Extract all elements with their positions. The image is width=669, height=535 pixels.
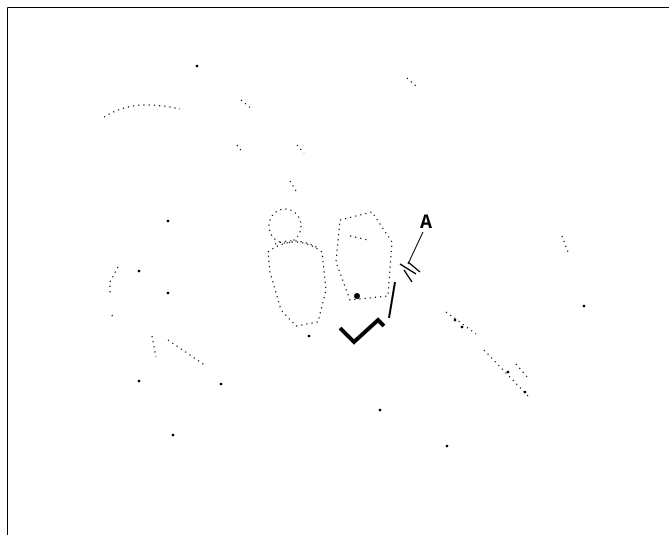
bold-check-shape [338, 317, 386, 345]
dot [219, 382, 223, 386]
center-pivot-dot [354, 293, 360, 299]
lower-left-linkage-bar [167, 339, 207, 367]
highlighted-components [338, 261, 421, 345]
dot [166, 219, 170, 223]
left-bracket-outline [109, 266, 119, 294]
lower-left-linkage [151, 335, 157, 358]
dot [195, 64, 199, 68]
central-housing-outline [335, 211, 393, 301]
central-cylinder-top [268, 208, 302, 244]
upper-middle-detail-c [296, 144, 305, 154]
housing-inner-detail [349, 235, 369, 241]
dot [445, 444, 449, 448]
right-linkage-rail-lower [483, 349, 531, 399]
dot [171, 433, 175, 437]
drawing-frame [7, 7, 669, 535]
dot [378, 408, 382, 412]
right-linkage-rail [445, 311, 477, 335]
dot [506, 370, 510, 374]
dot [137, 379, 141, 383]
dot [307, 334, 311, 338]
callout-a: A [407, 212, 432, 265]
dot [453, 318, 457, 322]
left-bracket-dot-row [111, 314, 114, 319]
dot [137, 269, 141, 273]
bold-vertical-rod [388, 281, 396, 319]
upper-middle-detail-a [240, 99, 254, 111]
dotted-component-outlines [103, 77, 569, 399]
right-linkage-rail-end [515, 363, 529, 379]
callout-a-leader-line [407, 231, 424, 265]
upper-right-detail [406, 77, 419, 89]
central-cylinder-body [267, 241, 327, 327]
dot [460, 325, 464, 329]
right-edge-detail [561, 235, 569, 253]
central-cylinder-inner-ring [274, 240, 319, 249]
upper-middle-detail-b [236, 144, 244, 154]
component-a-marker [399, 261, 421, 283]
dot [523, 390, 527, 394]
dot [582, 304, 586, 308]
isolated-dots [137, 64, 586, 448]
callout-a-label: A [420, 212, 432, 235]
upper-middle-detail-d [289, 180, 297, 192]
dot [166, 291, 170, 295]
upper-left-arc [103, 104, 181, 118]
